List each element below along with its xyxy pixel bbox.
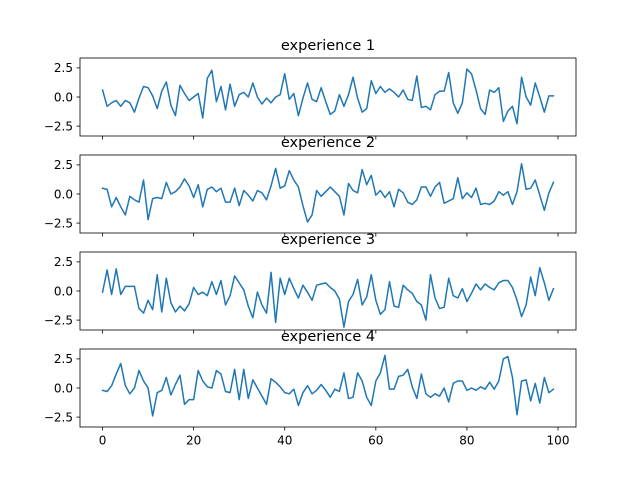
y-tick-label: 0.0: [54, 187, 73, 201]
y-tick-label: 0.0: [54, 381, 73, 395]
subplot-title: experience 2: [281, 135, 375, 151]
x-tick-label: 40: [277, 434, 292, 448]
x-tick-label: 0: [99, 434, 107, 448]
subplot-4: −2.5 0.0 2.5 0 20 40 60 80 100 experience 4: [44, 329, 577, 448]
subplot-1: −2.5 0.0 2.5 experience 1: [44, 38, 577, 140]
y-tick-label: −2.5: [44, 119, 73, 133]
x-tick-label: 20: [186, 434, 201, 448]
subplot-title: experience 3: [281, 232, 375, 248]
y-tick-label: −2.5: [44, 410, 73, 424]
y-tick-label: −2.5: [44, 216, 73, 230]
y-tick-label: 0.0: [54, 284, 73, 298]
subplot-title: experience 4: [281, 329, 375, 345]
x-tick-label: 100: [547, 434, 570, 448]
x-tick-label: 60: [368, 434, 383, 448]
y-tick-label: 2.5: [54, 352, 73, 366]
series-line: [101, 162, 555, 223]
y-tick-label: 2.5: [54, 158, 73, 172]
x-tick-label: 80: [459, 434, 474, 448]
subplot-3: −2.5 0.0 2.5 experience 3: [44, 232, 577, 334]
series-line: [101, 68, 555, 125]
series-line: [101, 354, 555, 417]
subplot-title: experience 1: [281, 38, 375, 54]
y-tick-label: −2.5: [44, 313, 73, 327]
series-line: [101, 266, 555, 328]
y-tick-label: 2.5: [54, 255, 73, 269]
y-tick-label: 0.0: [54, 90, 73, 104]
y-tick-label: 2.5: [54, 61, 73, 75]
subplot-2: −2.5 0.0 2.5 experience 2: [44, 135, 577, 237]
